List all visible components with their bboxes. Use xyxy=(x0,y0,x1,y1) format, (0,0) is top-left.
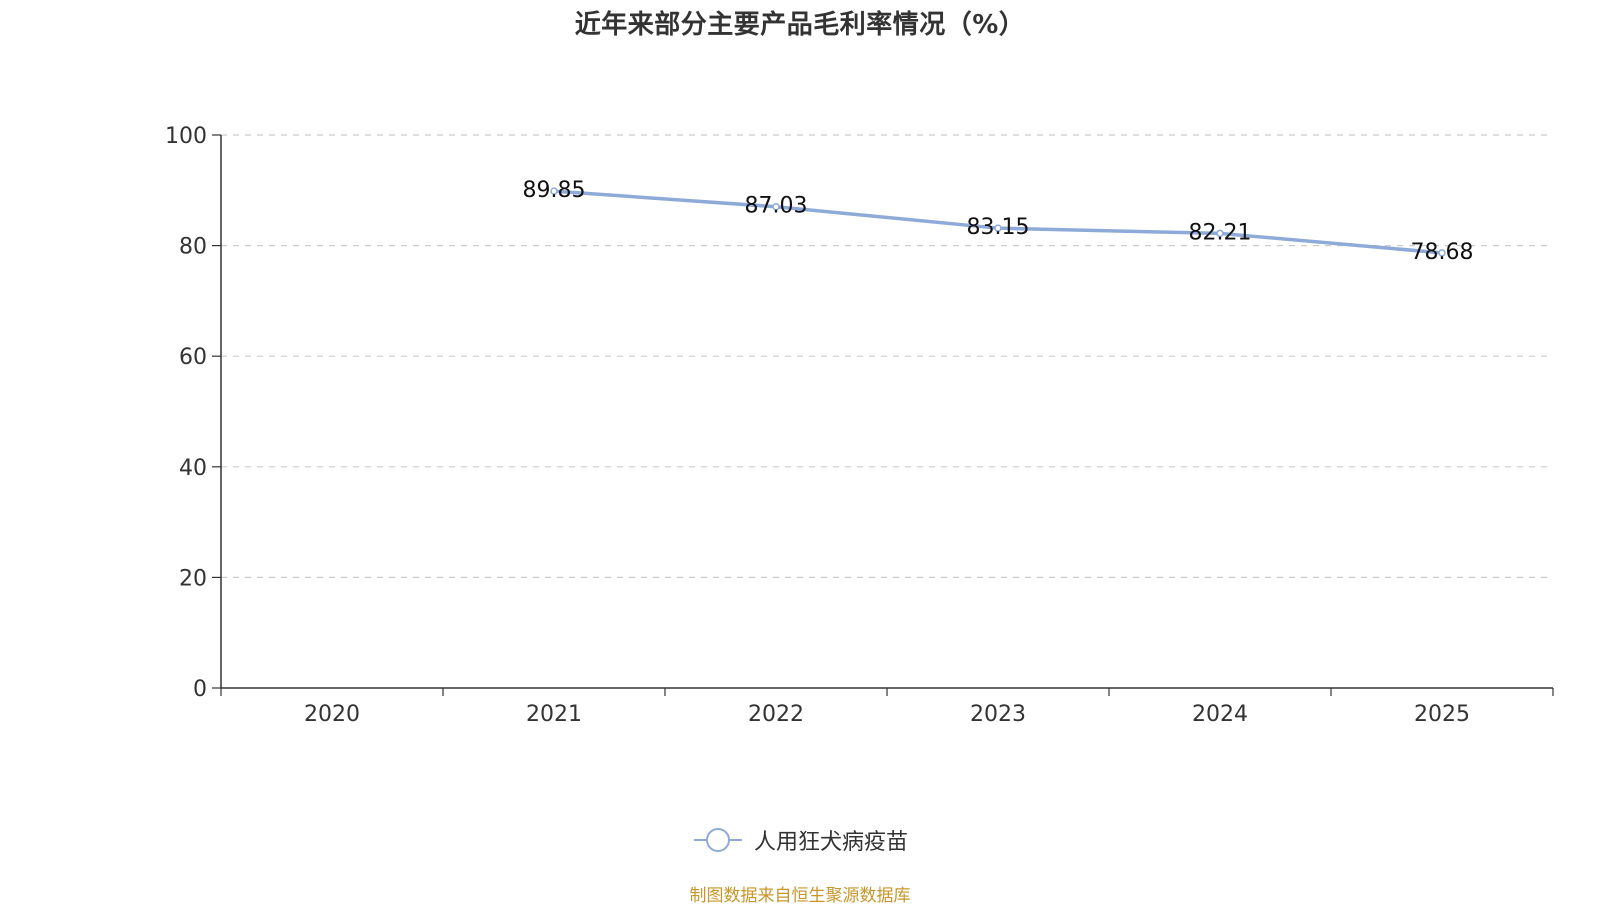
y-tick-label: 60 xyxy=(179,345,207,370)
axes xyxy=(212,134,1554,696)
x-tick-label: 2024 xyxy=(1192,702,1248,727)
data-label: 83.15 xyxy=(967,215,1030,240)
data-point xyxy=(772,202,780,211)
x-tick-label: 2021 xyxy=(526,702,582,727)
y-tick-label: 40 xyxy=(179,456,207,481)
x-tick-label: 2020 xyxy=(304,702,360,727)
series-group xyxy=(550,187,1446,257)
x-tick-label: 2022 xyxy=(748,702,804,727)
data-point xyxy=(550,187,558,195)
data-label: 89.85 xyxy=(523,178,586,203)
x-tick-labels: 2020 2021 2022 2023 2024 2025 xyxy=(304,702,1470,727)
data-point xyxy=(1216,229,1224,238)
chart-title: 近年来部分主要产品毛利率情况（%） xyxy=(574,10,1026,40)
data-label: 87.03 xyxy=(745,194,808,219)
legend[interactable]: 人用狂犬病疫苗 xyxy=(0,824,1600,856)
source-note: 制图数据来自恒生聚源数据库 xyxy=(689,886,911,906)
data-point xyxy=(994,224,1002,232)
data-label: 82.21 xyxy=(1189,220,1252,245)
legend-line-marker-icon xyxy=(693,828,742,852)
grid-lines xyxy=(221,134,1553,579)
x-tick-label: 2025 xyxy=(1414,702,1470,727)
y-tick-label: 20 xyxy=(179,566,207,591)
data-label: 78.68 xyxy=(1411,240,1474,265)
y-tick-label: 100 xyxy=(165,124,207,149)
y-tick-label: 0 xyxy=(193,677,207,702)
data-point xyxy=(1438,249,1446,257)
y-tick-labels: 0 20 40 60 80 100 xyxy=(165,124,207,702)
y-tick-label: 80 xyxy=(179,235,207,260)
legend-label: 人用狂犬病疫苗 xyxy=(753,830,908,855)
data-labels: 89.85 87.03 83.15 82.21 78.68 xyxy=(523,178,1474,265)
x-tick-label: 2023 xyxy=(970,702,1026,727)
